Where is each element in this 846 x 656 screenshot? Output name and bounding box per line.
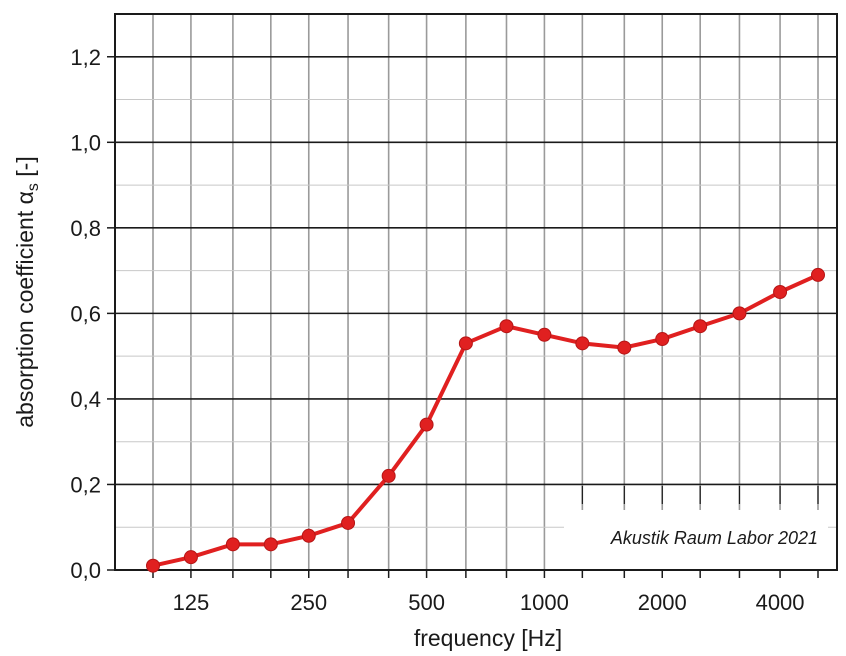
data-point — [263, 537, 278, 552]
horizontal-gridlines — [115, 55, 837, 528]
y-tick-label: 1,0 — [70, 130, 101, 155]
data-point — [655, 332, 670, 347]
x-axis-ticks: 125 250 500 1000 2000 4000 — [152, 570, 819, 615]
data-point — [419, 417, 434, 432]
data-point — [183, 550, 198, 565]
x-tick-label: 250 — [290, 590, 327, 615]
annotation-short-gridlines — [581, 486, 819, 504]
annotation-box — [564, 510, 828, 560]
data-point — [811, 267, 825, 282]
y-tick-label: 0,2 — [70, 472, 101, 497]
data-point — [773, 285, 788, 299]
data-point — [617, 340, 632, 355]
y-tick-label: 1,2 — [70, 45, 101, 70]
plot-frame — [114, 13, 838, 571]
plot-area — [115, 14, 837, 570]
y-tick-label: 0,4 — [70, 387, 101, 412]
data-point — [341, 515, 356, 530]
y-tick-label: 0,8 — [70, 216, 101, 241]
x-tick-label: 4000 — [756, 590, 805, 615]
data-point — [732, 306, 747, 321]
y-tick-label: 0,0 — [70, 558, 101, 583]
y-axis-label-unit: [-] — [12, 156, 38, 183]
y-axis-label-subscript: s — [25, 183, 42, 191]
data-point — [693, 319, 708, 334]
series-points — [146, 267, 825, 573]
data-point — [146, 558, 160, 573]
data-point — [381, 468, 396, 483]
vertical-gridlines — [152, 14, 819, 570]
data-point — [301, 528, 316, 543]
x-tick-label: 125 — [173, 590, 210, 615]
annotation-text: Akustik Raum Labor 2021 — [610, 528, 818, 548]
x-tick-label: 1000 — [520, 590, 569, 615]
y-axis-label: absorption coefficient αs [-] — [12, 156, 42, 427]
data-point — [537, 327, 552, 342]
x-axis-label: frequency [Hz] — [414, 625, 562, 651]
x-tick-label: 2000 — [638, 590, 687, 615]
y-axis-ticks: 0,0 0,2 0,4 0,6 0,8 1,0 1,2 — [70, 45, 115, 583]
data-point — [458, 336, 473, 351]
y-axis-label-main: absorption coefficient α — [12, 191, 38, 428]
data-point — [499, 319, 514, 334]
y-tick-label: 0,6 — [70, 301, 101, 326]
data-point — [225, 537, 240, 552]
x-tick-label: 500 — [408, 590, 445, 615]
data-point — [575, 336, 590, 351]
